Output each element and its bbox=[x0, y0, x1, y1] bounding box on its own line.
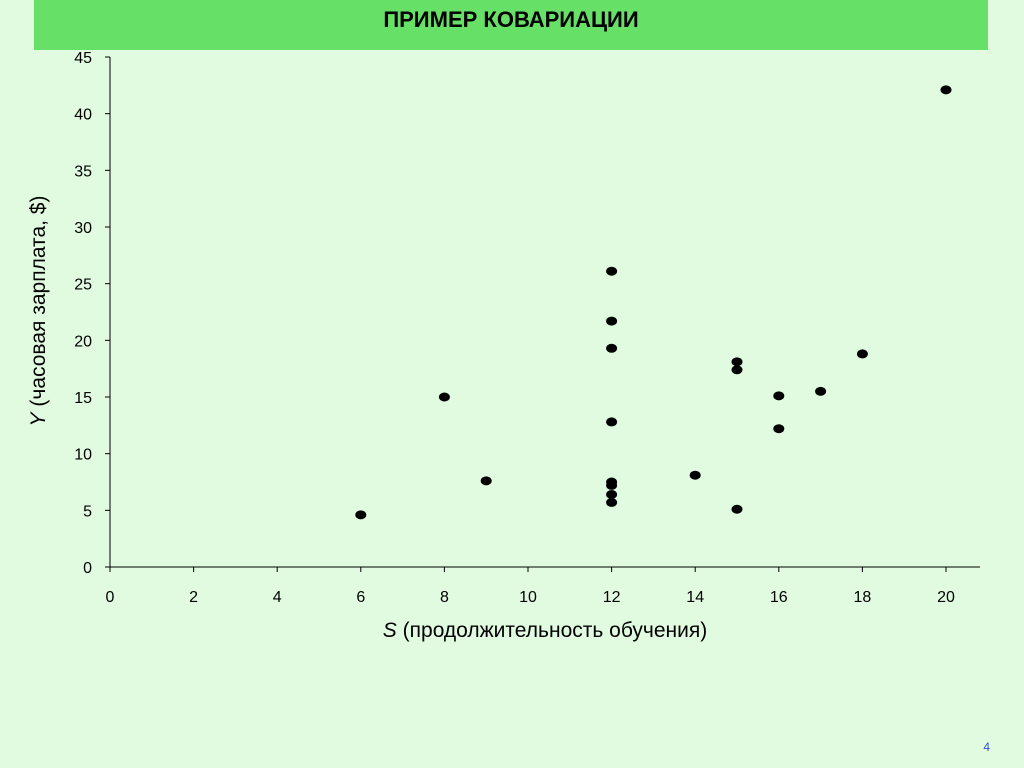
data-point bbox=[606, 489, 618, 499]
data-point bbox=[731, 357, 743, 367]
data-point bbox=[606, 316, 618, 326]
x-axis-label: S (продолжительность обучения) bbox=[383, 619, 707, 642]
data-points bbox=[355, 85, 952, 520]
y-axis-variable: Y bbox=[27, 410, 50, 426]
data-point bbox=[606, 417, 618, 427]
ticks: 0 2 4 6 8 10 12 14 16 18 20 0 5 10 15 20 25 30 35 40 45 bbox=[74, 50, 955, 606]
x-axis-description: (продолжительность обучения) bbox=[397, 619, 707, 642]
y-tick-label: 30 bbox=[74, 220, 92, 237]
data-point bbox=[773, 424, 785, 434]
page-number: 4 bbox=[983, 740, 990, 754]
y-tick-label: 0 bbox=[83, 560, 92, 577]
x-tick-label: 12 bbox=[603, 589, 621, 606]
y-axis-label: Y (часовая зарплата, $) bbox=[27, 196, 50, 427]
data-point bbox=[606, 343, 618, 353]
x-tick-label: 2 bbox=[189, 589, 198, 606]
data-point bbox=[731, 504, 743, 514]
title-bar: ПРИМЕР КОВАРИАЦИИ bbox=[34, 0, 988, 50]
x-tick-label: 20 bbox=[937, 589, 955, 606]
data-point bbox=[606, 480, 618, 490]
data-point bbox=[689, 470, 701, 480]
data-point bbox=[606, 497, 618, 507]
y-tick-label: 45 bbox=[74, 50, 92, 67]
x-tick-label: 6 bbox=[356, 589, 365, 606]
y-tick-label: 25 bbox=[74, 277, 92, 294]
y-tick-label: 20 bbox=[74, 333, 92, 350]
x-axis-variable: S bbox=[383, 619, 397, 642]
y-tick-label: 5 bbox=[83, 503, 92, 520]
x-tick-label: 4 bbox=[273, 589, 282, 606]
data-point bbox=[856, 349, 868, 359]
y-tick-label: 35 bbox=[74, 163, 92, 180]
x-tick-label: 10 bbox=[519, 589, 537, 606]
axes bbox=[109, 57, 980, 568]
x-tick-label: 16 bbox=[770, 589, 788, 606]
slide-title: ПРИМЕР КОВАРИАЦИИ bbox=[383, 7, 639, 32]
x-tick-label: 0 bbox=[106, 589, 115, 606]
y-tick-label: 15 bbox=[74, 390, 92, 407]
data-point bbox=[606, 266, 618, 276]
data-point bbox=[940, 85, 952, 95]
x-tick-label: 8 bbox=[440, 589, 449, 606]
x-tick-label: 14 bbox=[686, 589, 704, 606]
data-point bbox=[355, 510, 367, 520]
y-tick-label: 10 bbox=[74, 447, 92, 464]
y-axis-description: (часовая зарплата, $) bbox=[27, 196, 50, 413]
data-point bbox=[815, 386, 827, 396]
y-tick-label: 40 bbox=[74, 107, 92, 124]
x-tick-label: 18 bbox=[854, 589, 872, 606]
data-point bbox=[438, 392, 450, 402]
data-point bbox=[773, 391, 785, 401]
data-point bbox=[480, 476, 492, 486]
data-point bbox=[731, 365, 743, 375]
